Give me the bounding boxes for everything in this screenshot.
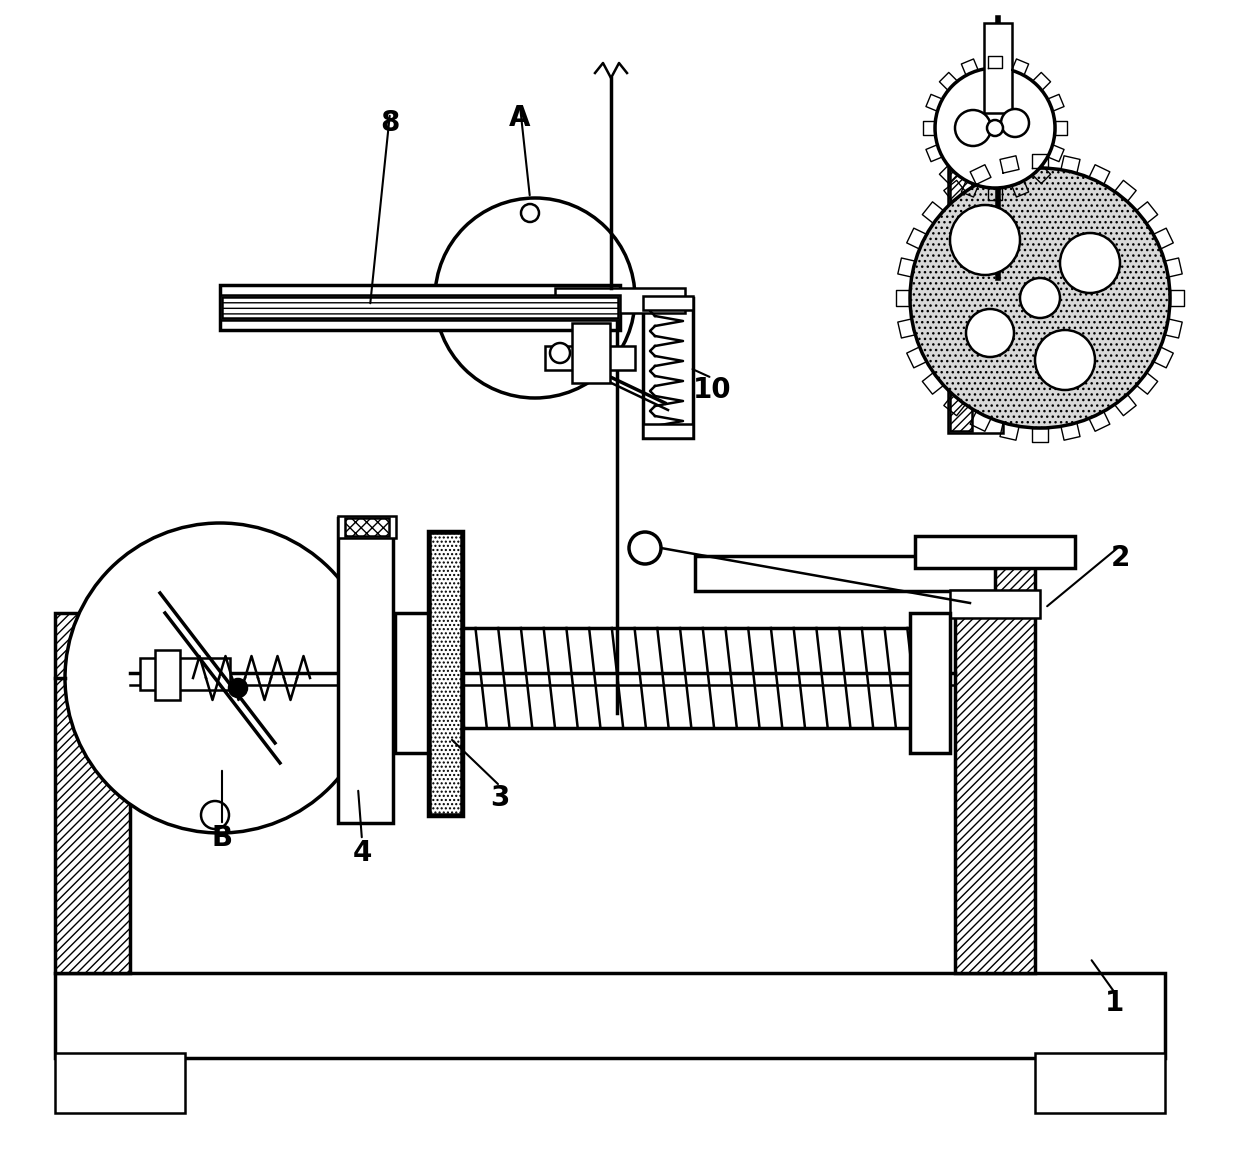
Bar — [644, 298, 693, 438]
Bar — [955, 543, 1035, 973]
Text: 1: 1 — [1105, 989, 1125, 1017]
Bar — [572, 324, 610, 383]
Bar — [430, 628, 930, 728]
Text: 3: 3 — [490, 784, 510, 812]
Bar — [985, 23, 1012, 113]
Bar — [430, 533, 461, 814]
Circle shape — [229, 679, 247, 697]
Bar — [339, 516, 396, 538]
Text: 2: 2 — [1110, 544, 1130, 572]
Bar — [644, 296, 693, 310]
Circle shape — [629, 531, 661, 564]
Circle shape — [1060, 232, 1120, 293]
Bar — [345, 517, 389, 536]
Bar — [915, 536, 1075, 568]
Bar — [1035, 1054, 1166, 1113]
Circle shape — [935, 68, 1055, 188]
Text: A: A — [510, 104, 531, 132]
Bar — [140, 658, 229, 690]
Bar — [55, 1054, 185, 1113]
Bar — [219, 285, 620, 331]
Bar — [925, 618, 950, 743]
Bar — [352, 528, 378, 813]
Text: 4: 4 — [352, 839, 372, 867]
Bar — [949, 148, 1003, 433]
Circle shape — [987, 120, 1003, 135]
Circle shape — [201, 801, 229, 829]
Circle shape — [950, 206, 1021, 274]
Bar — [155, 651, 180, 700]
Bar — [410, 618, 435, 743]
Circle shape — [1021, 278, 1060, 318]
Bar — [55, 973, 1166, 1058]
Circle shape — [955, 110, 991, 146]
Bar — [428, 531, 463, 816]
Circle shape — [966, 310, 1014, 357]
Bar — [950, 150, 972, 431]
Bar — [644, 424, 693, 438]
Bar — [910, 613, 950, 753]
Text: 8: 8 — [381, 109, 399, 137]
Bar — [546, 346, 635, 370]
Bar — [396, 613, 435, 753]
Text: B: B — [212, 823, 233, 851]
Bar — [222, 297, 618, 318]
Circle shape — [910, 168, 1171, 427]
Circle shape — [1001, 109, 1029, 137]
Bar — [694, 556, 994, 591]
Circle shape — [521, 204, 539, 222]
Bar — [55, 613, 130, 973]
Bar — [339, 517, 393, 823]
Circle shape — [551, 343, 570, 363]
Bar — [950, 590, 1040, 618]
Circle shape — [1035, 331, 1095, 390]
Circle shape — [64, 523, 374, 833]
Bar — [556, 288, 684, 313]
Circle shape — [435, 199, 635, 398]
Text: 10: 10 — [693, 376, 732, 404]
Bar — [219, 296, 620, 320]
